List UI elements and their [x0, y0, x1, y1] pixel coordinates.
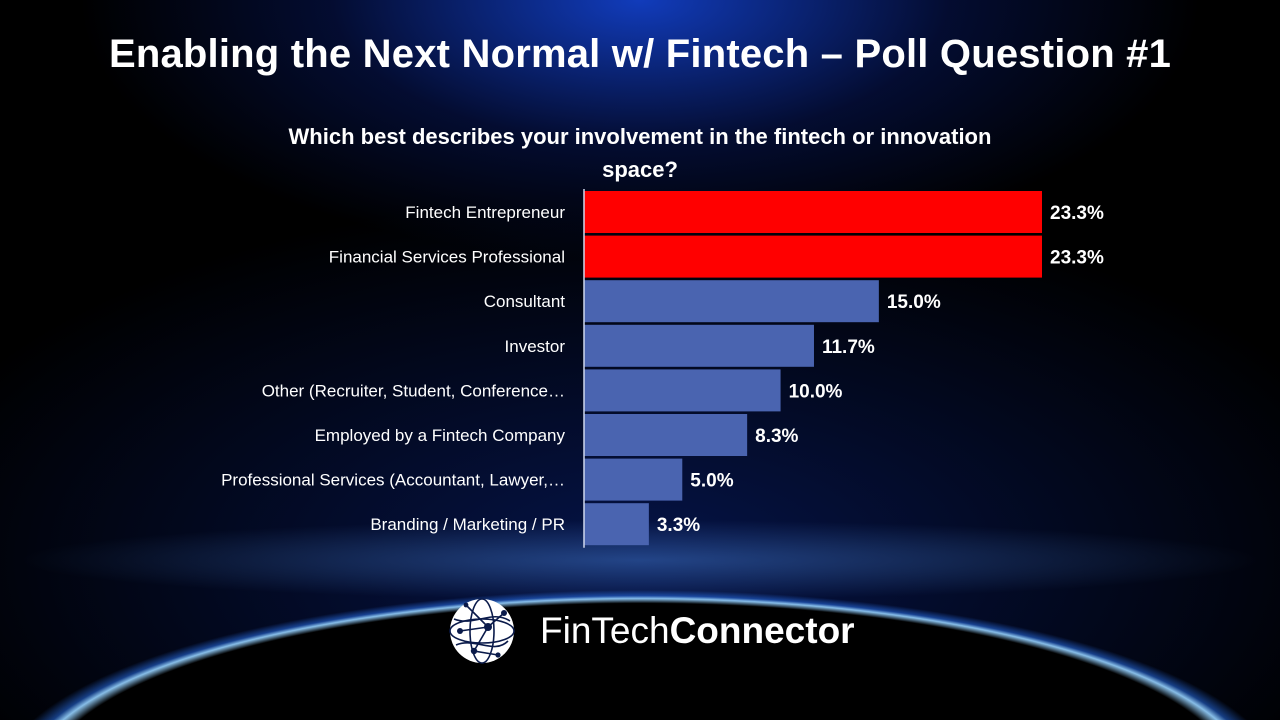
logo-text-connector: Connector [669, 610, 855, 651]
logo-wordmark: FinTechConnector [540, 610, 855, 652]
page-title: Enabling the Next Normal w/ Fintech – Po… [108, 32, 1172, 76]
category-label-4: Other (Recruiter, Student, Conference… [262, 381, 565, 400]
logo-text-fintech: FinTech [540, 610, 670, 651]
globe-network-icon [449, 598, 515, 664]
bar-3 [584, 324, 814, 367]
value-label-0: 23.3% [1050, 203, 1104, 224]
category-label-3: Investor [505, 337, 566, 356]
category-label-6: Professional Services (Accountant, Lawye… [221, 471, 565, 490]
bar-5 [584, 414, 748, 456]
value-label-7: 3.3% [657, 515, 700, 536]
value-label-2: 15.0% [887, 292, 941, 313]
bar-0 [584, 191, 1042, 233]
category-label-2: Consultant [484, 292, 566, 311]
category-label-0: Fintech Entrepreneur [405, 203, 565, 222]
category-label-1: Financial Services Professional [329, 248, 565, 267]
value-label-4: 10.0% [789, 381, 843, 402]
value-label-5: 8.3% [755, 426, 798, 447]
bar-6 [584, 458, 683, 501]
value-label-6: 5.0% [690, 471, 733, 492]
category-label-5: Employed by a Fintech Company [315, 426, 566, 445]
bar-2 [584, 280, 879, 323]
chart-title: Which best describes your involvement in… [288, 124, 992, 182]
bar-4 [584, 369, 781, 412]
bar-7 [584, 503, 649, 546]
value-label-3: 11.7% [822, 337, 875, 358]
fintech-connector-logo: FinTechConnector [448, 596, 855, 666]
value-label-1: 23.3% [1050, 248, 1104, 269]
category-label-7: Branding / Marketing / PR [370, 515, 565, 534]
bar-1 [584, 235, 1042, 278]
